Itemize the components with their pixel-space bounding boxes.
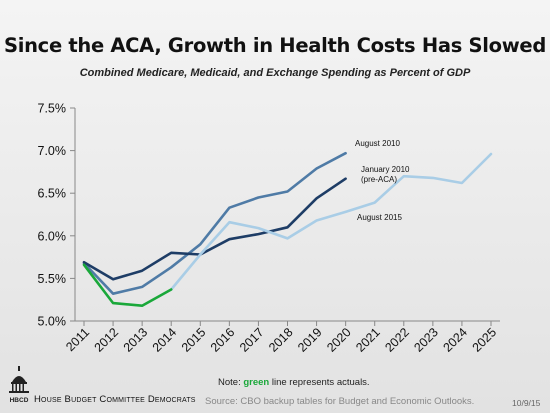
x-tick-label: 2016 bbox=[208, 325, 238, 355]
x-tick-label: 2012 bbox=[92, 325, 122, 355]
series-label-pre-aca: (pre-ACA) bbox=[361, 175, 397, 184]
y-tick-label: 7.0% bbox=[38, 144, 67, 158]
chart-title: Since the ACA, Growth in Health Costs Ha… bbox=[3, 34, 547, 57]
x-tick-label: 2019 bbox=[295, 325, 325, 355]
date-stamp: 10/9/15 bbox=[512, 398, 541, 408]
x-tick-label: 2025 bbox=[470, 325, 500, 355]
organization-name: House Budget Committee Democrats bbox=[34, 394, 196, 405]
capitol-dome-icon: HBCD bbox=[9, 366, 29, 404]
series-label-january-2010: January 2010 bbox=[361, 165, 410, 174]
note-prefix: Note: bbox=[218, 377, 244, 388]
x-tick-label: 2020 bbox=[324, 325, 354, 355]
x-tick-label: 2015 bbox=[179, 325, 209, 355]
series-labels: August 2010 January 2010(pre-ACA) August 2… bbox=[355, 139, 410, 222]
chart-axes: 5.0% 5.5% 6.0% 6.5% 7.0% 7.5% 2011 2012 2013 2014… bbox=[38, 102, 500, 355]
footnote: Note: green line represents actuals. bbox=[218, 377, 370, 388]
series-label-august-2010: August 2010 bbox=[355, 139, 400, 148]
chart-lines bbox=[82, 151, 493, 308]
x-tick-label: 2014 bbox=[150, 325, 180, 355]
series-line-3 bbox=[82, 263, 173, 308]
x-tick-label: 2011 bbox=[63, 325, 92, 354]
series-line-0 bbox=[82, 151, 347, 296]
y-tick-label: 5.0% bbox=[38, 315, 67, 329]
x-tick-label: 2024 bbox=[440, 325, 470, 355]
series-label-august-2015: August 2015 bbox=[357, 213, 402, 222]
source-note: Source: CBO backup tables for Budget and… bbox=[205, 396, 475, 407]
chart-subtitle: Combined Medicare, Medicaid, and Exchang… bbox=[79, 67, 471, 79]
x-tick-label: 2022 bbox=[382, 325, 412, 355]
y-tick-label: 6.5% bbox=[38, 187, 67, 201]
series-line-2 bbox=[169, 152, 493, 291]
x-tick-label: 2023 bbox=[411, 325, 441, 355]
note-green-word: green bbox=[243, 377, 270, 388]
y-tick-label: 6.0% bbox=[38, 229, 67, 243]
y-tick-label: 5.5% bbox=[38, 272, 67, 286]
y-tick-label: 7.5% bbox=[38, 102, 67, 116]
logo-text: HBCD bbox=[10, 397, 29, 404]
x-tick-label: 2017 bbox=[237, 325, 267, 355]
x-tick-label: 2013 bbox=[121, 325, 151, 355]
x-tick-label: 2018 bbox=[266, 325, 296, 355]
x-tick-label: 2021 bbox=[353, 325, 383, 355]
note-suffix: line represents actuals. bbox=[269, 377, 370, 388]
series-line-1 bbox=[82, 177, 347, 281]
